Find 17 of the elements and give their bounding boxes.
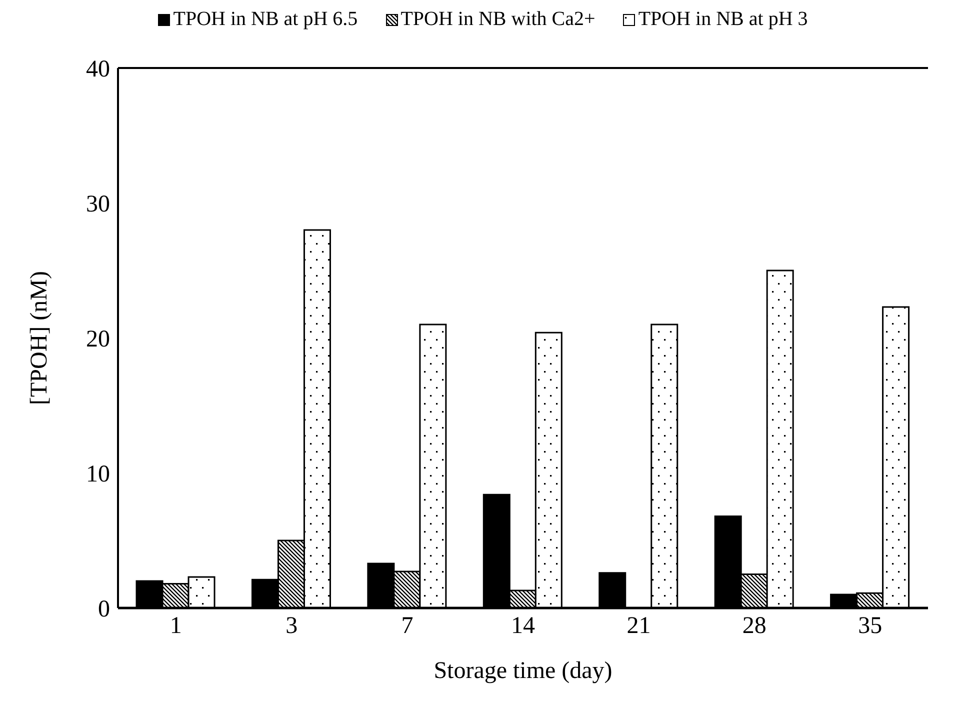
y-tick-label: 30 xyxy=(86,192,110,218)
y-tick-label: 20 xyxy=(86,326,110,353)
x-tick-label: 14 xyxy=(511,613,535,640)
x-tick-label: 28 xyxy=(742,613,766,640)
legend-label: TPOH in NB at pH 6.5 xyxy=(173,8,358,31)
x-tick-label: 21 xyxy=(626,613,651,640)
y-tick-label: 10 xyxy=(86,462,110,488)
x-tick-label: 35 xyxy=(858,613,882,640)
legend-label: TPOH in NB at pH 3 xyxy=(638,8,808,31)
x-axis-title: Storage time (day) xyxy=(434,658,612,684)
y-axis-title: [TPOH] (nM) xyxy=(26,271,53,405)
y-tick-label: 0 xyxy=(98,596,110,623)
legend-label: TPOH in NB with Ca2+ xyxy=(400,8,596,31)
x-tick-label: 1 xyxy=(170,613,182,640)
x-tick-label: 3 xyxy=(286,613,298,640)
y-tick-label: 40 xyxy=(86,56,110,83)
x-tick-label: 7 xyxy=(401,613,414,640)
